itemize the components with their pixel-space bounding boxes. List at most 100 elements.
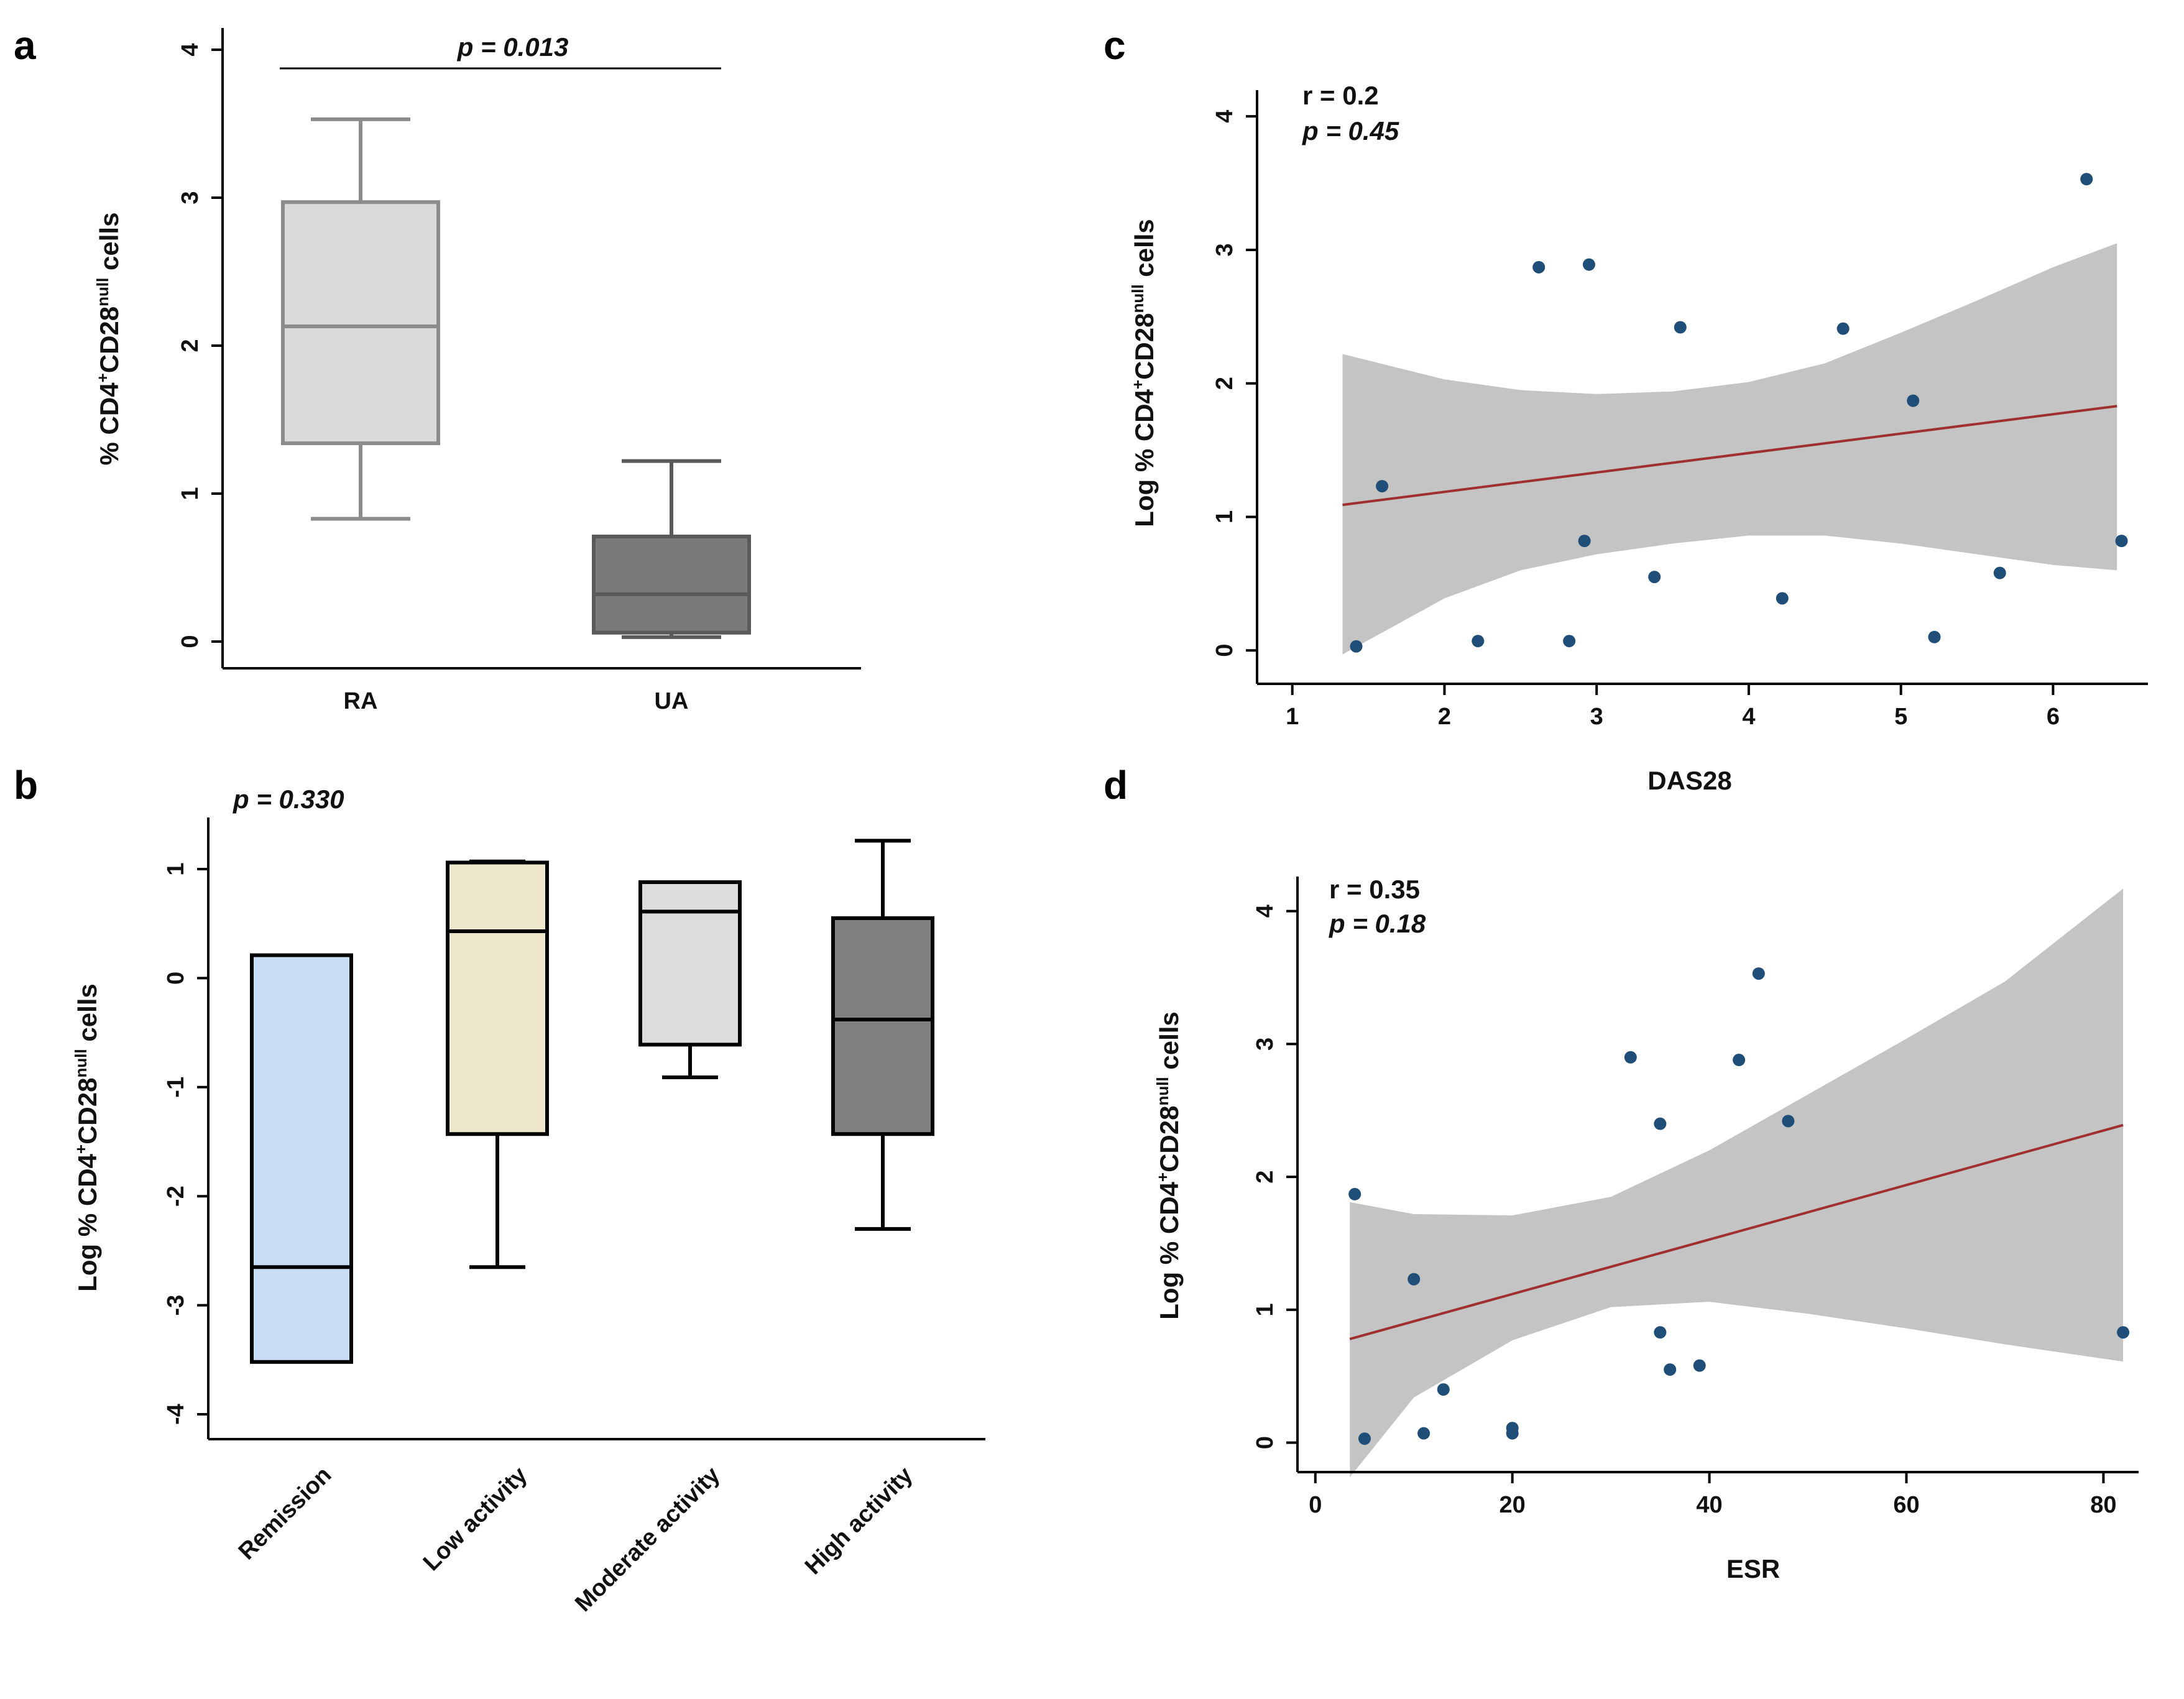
panel-d-data-point bbox=[1624, 1051, 1637, 1064]
panel-b-x-tick-label: Moderate activity bbox=[570, 1462, 725, 1617]
panel-a-p-value: p = 0.013 bbox=[457, 32, 569, 62]
panel-c-data-point bbox=[1350, 640, 1363, 653]
panel-b-y-tick-label: 0 bbox=[163, 972, 189, 985]
panel-a-x-tick-label: UA bbox=[655, 688, 689, 714]
panel-c-y-tick-label: 4 bbox=[1212, 110, 1238, 123]
panel-d-y-tick-label: 2 bbox=[1252, 1171, 1278, 1184]
panel-b-box-moderate-activity bbox=[638, 880, 742, 1047]
panel-c-data-point bbox=[1993, 566, 2006, 579]
panel-d-x-tick-label: 60 bbox=[1893, 1492, 1919, 1518]
panel-c-data-point bbox=[2115, 535, 2128, 548]
panel-d-data-point bbox=[1752, 967, 1765, 980]
panel-d-confidence-band bbox=[1350, 888, 2124, 1478]
panel-b-x-tick-label: Low activity bbox=[418, 1462, 532, 1576]
panel-a-y-tick-label: 2 bbox=[177, 339, 203, 352]
panel-d-y-axis-label: Log % CD4+CD28null cells bbox=[1153, 1011, 1184, 1320]
panel-a-x-tick-label: RA bbox=[344, 688, 378, 714]
panel-d-x-axis-label: ESR bbox=[1726, 1554, 1780, 1583]
panel-b-y-tick-label: -1 bbox=[163, 1077, 189, 1098]
panel-d-data-point bbox=[1664, 1363, 1677, 1376]
panel-d-p-value: p = 0.18 bbox=[1329, 909, 1426, 938]
panel-c-y-tick-label: 1 bbox=[1212, 510, 1238, 523]
panel-letter-a: a bbox=[14, 23, 36, 68]
panel-d-x-tick-label: 80 bbox=[2090, 1492, 2116, 1518]
panel-c-data-point bbox=[1836, 322, 1850, 335]
panel-b-box-high-activity bbox=[831, 916, 934, 1136]
panel-c-data-point bbox=[1582, 258, 1595, 271]
panel-letter-b: b bbox=[14, 763, 38, 808]
panel-d-data-point bbox=[1782, 1115, 1795, 1128]
panel-a-boxplot: 0 1 2 3 4 RA UA % CD4+CD28null cells p = 0.013 bbox=[93, 28, 861, 714]
panel-c-x-tick-label: 1 bbox=[1286, 704, 1299, 730]
panel-d-data-point bbox=[1348, 1187, 1362, 1200]
panel-d-data-point bbox=[1437, 1383, 1450, 1396]
panel-c-p-value: p = 0.45 bbox=[1302, 116, 1399, 145]
panel-c-y-tick-label: 2 bbox=[1212, 377, 1238, 390]
panel-c-data-point bbox=[1648, 571, 1661, 584]
panel-c-y-axis-label: Log % CD4+CD28null cells bbox=[1128, 219, 1159, 527]
panel-c-data-point bbox=[1674, 321, 1687, 334]
panel-c-x-tick-label: 4 bbox=[1742, 704, 1755, 730]
panel-a-y-tick-label: 0 bbox=[177, 635, 203, 648]
panel-c-y-tick-label: 3 bbox=[1212, 243, 1238, 256]
panel-c-x-tick-label: 5 bbox=[1894, 704, 1907, 730]
panel-d-data-point bbox=[2117, 1326, 2130, 1339]
panel-c-data-point bbox=[1776, 592, 1789, 605]
panel-c-data-point bbox=[1376, 480, 1389, 493]
panel-d-data-point bbox=[1654, 1326, 1667, 1339]
panel-a-y-tick-label: 1 bbox=[177, 487, 203, 500]
panel-a-y-tick-label: 4 bbox=[177, 43, 203, 56]
panel-d-y-tick-label: 0 bbox=[1252, 1436, 1278, 1449]
panel-a-y-tick-label: 3 bbox=[177, 191, 203, 204]
panel-c-data-point bbox=[1928, 630, 1941, 643]
panel-c-x-tick-label: 6 bbox=[2047, 704, 2060, 730]
panel-c-data-point bbox=[1532, 260, 1546, 274]
panel-c-confidence-band bbox=[1342, 243, 2117, 655]
panel-d-y-tick-label: 1 bbox=[1252, 1303, 1278, 1316]
panel-d-data-point bbox=[1733, 1054, 1746, 1067]
panel-b-y-tick-label: -3 bbox=[163, 1295, 189, 1316]
panel-d-data-point bbox=[1408, 1273, 1421, 1286]
panel-a-box-ua bbox=[592, 535, 751, 635]
panel-b-p-value: p = 0.330 bbox=[233, 785, 344, 814]
panel-c-data-point bbox=[1563, 635, 1576, 648]
panel-c-r-value: r = 0.2 bbox=[1302, 81, 1379, 110]
panel-c-x-axis-label: DAS28 bbox=[1647, 766, 1731, 795]
panel-b-boxplot: -4 -3 -2 -1 0 1 Remission Low activity Moderate … bbox=[71, 785, 985, 1617]
panel-d-x-tick-label: 20 bbox=[1500, 1492, 1526, 1518]
panel-d-data-point bbox=[1417, 1427, 1431, 1440]
panel-b-y-tick-label: -2 bbox=[163, 1186, 189, 1207]
panel-d-data-point bbox=[1506, 1427, 1519, 1440]
panel-b-y-axis-label: Log % CD4+CD28null cells bbox=[71, 983, 102, 1292]
panel-c-x-tick-label: 3 bbox=[1590, 704, 1603, 730]
panel-b-x-tick-label: High activity bbox=[800, 1462, 918, 1580]
panel-b-x-tick-label: Remission bbox=[234, 1462, 337, 1565]
panel-b-y-tick-label: -4 bbox=[163, 1404, 189, 1425]
panel-a-y-axis-label: % CD4+CD28null cells bbox=[93, 213, 124, 466]
panel-c-data-point bbox=[1578, 535, 1591, 548]
panel-c-y-tick-label: 0 bbox=[1212, 644, 1238, 657]
panel-d-data-point bbox=[1693, 1359, 1706, 1372]
panel-d-y-tick-label: 3 bbox=[1252, 1038, 1278, 1051]
panel-d-x-tick-label: 40 bbox=[1696, 1492, 1722, 1518]
panel-d-data-point bbox=[1654, 1117, 1667, 1130]
panel-d-x-tick-label: 0 bbox=[1309, 1492, 1322, 1518]
panel-c-x-tick-label: 2 bbox=[1438, 704, 1451, 730]
panel-b-y-tick-label: 1 bbox=[163, 862, 189, 875]
panel-letter-d: d bbox=[1104, 763, 1128, 808]
panel-b-box-low-activity bbox=[446, 860, 549, 1136]
panel-c-data-point bbox=[2080, 173, 2093, 186]
panel-c-data-point bbox=[1907, 394, 1920, 407]
panel-d-r-value: r = 0.35 bbox=[1329, 875, 1420, 904]
panel-d-data-point bbox=[1358, 1432, 1371, 1445]
panel-d-fit-line bbox=[1349, 1123, 2124, 1340]
panel-c-data-point bbox=[1472, 635, 1485, 648]
panel-c-fit-line bbox=[1342, 405, 2117, 507]
panel-letter-c: c bbox=[1104, 23, 1126, 68]
panel-d-y-tick-label: 4 bbox=[1252, 905, 1278, 918]
panel-c-scatter: 0 1 2 3 4 1 2 3 4 5 6 DAS28 Log % CD4+CD28null cel… bbox=[1128, 81, 2148, 795]
panel-a-box-ra bbox=[281, 200, 440, 446]
panel-b-box-remission bbox=[250, 953, 353, 1364]
